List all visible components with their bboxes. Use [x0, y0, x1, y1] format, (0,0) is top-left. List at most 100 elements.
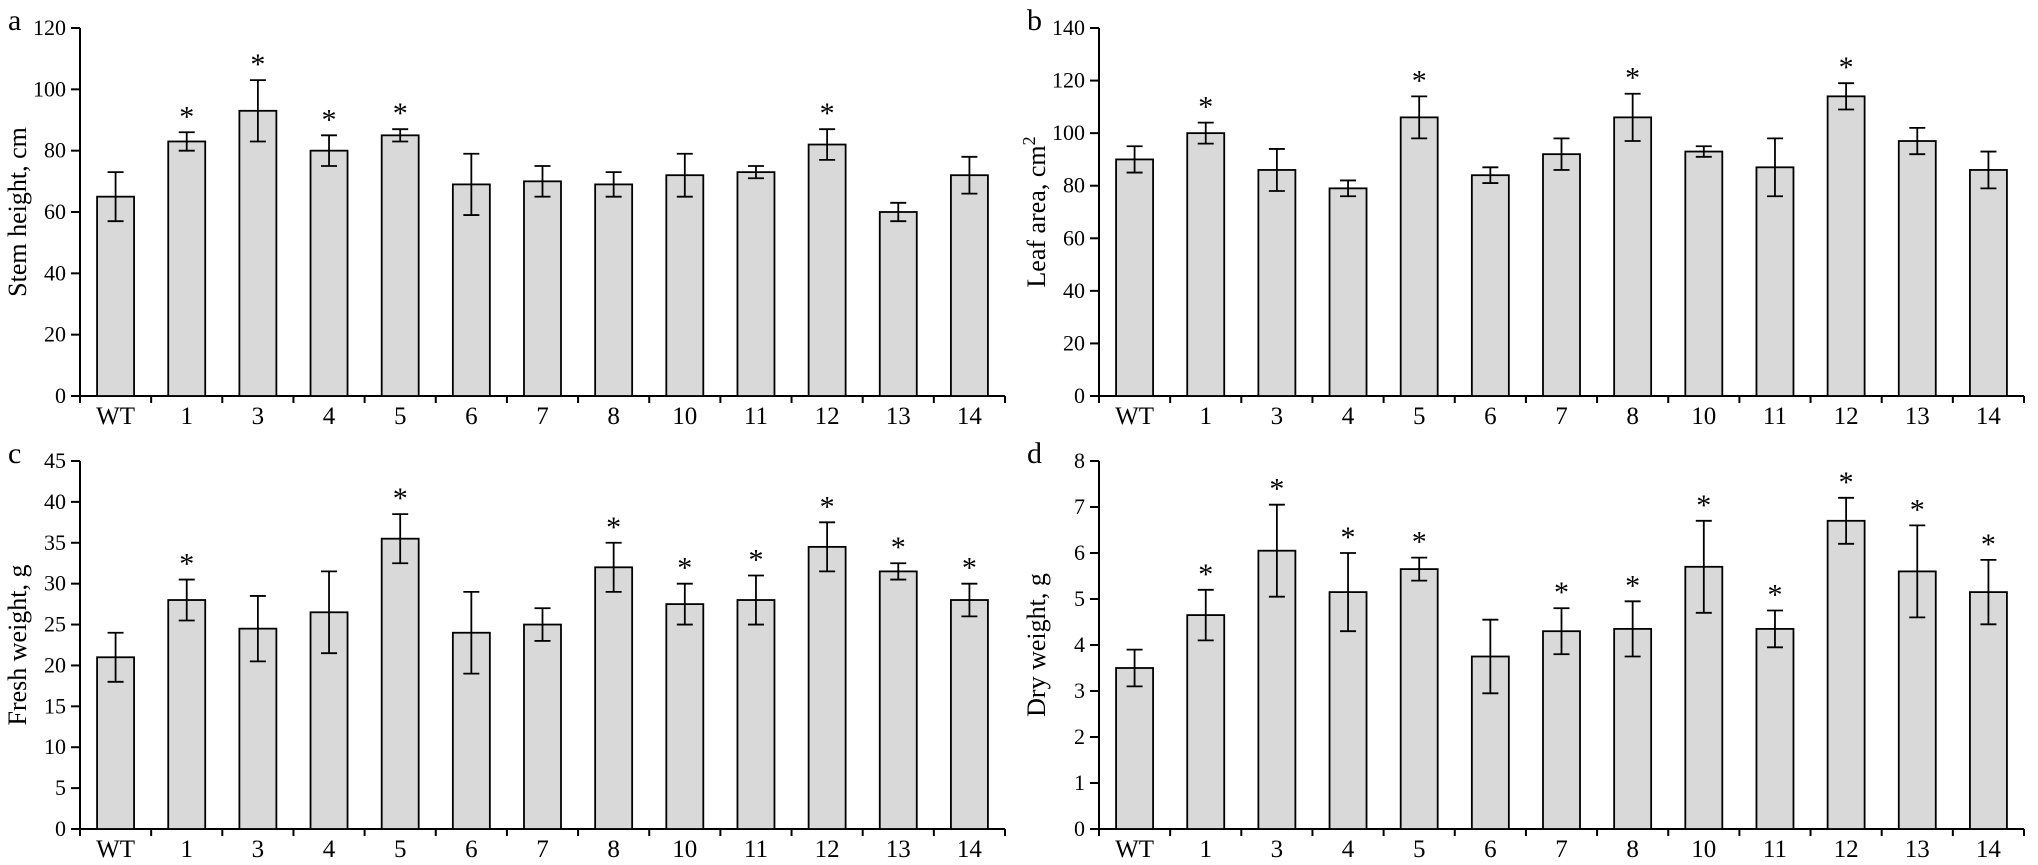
x-category-label: 1 [180, 836, 193, 863]
x-category-label: 14 [957, 403, 983, 430]
significance-star: * [1412, 64, 1427, 97]
x-category-label: 5 [394, 836, 407, 863]
panel-letter: d [1027, 437, 1042, 470]
bar [807, 143, 847, 397]
y-tick-label: 0 [55, 383, 66, 408]
stem-height-chart: 0 20 40 60 80 100 120 WT * 1 * 3 * 4 * 5 6 7 8 10 11 * 12 13 14 a… [3, 4, 1006, 430]
significance-star: * [677, 552, 692, 585]
bar [1755, 166, 1795, 397]
bar [1328, 187, 1368, 397]
x-category-label: 13 [886, 836, 911, 863]
panel-c: 0 5 10 15 20 25 30 35 40 45 WT * 1 3 4 * 5 6 7 * 8 * 10 * 11 * 12 *… [0, 433, 1019, 865]
y-tick-label: 40 [44, 260, 66, 285]
x-category-label: WT [96, 836, 135, 863]
x-category-label: 11 [1763, 836, 1787, 863]
bar [309, 149, 349, 397]
x-category-label: 13 [1905, 836, 1930, 863]
significance-star: * [1625, 62, 1640, 95]
y-axis-title: Dry weight, g [1022, 573, 1051, 717]
y-tick-label: 20 [44, 322, 66, 347]
x-category-label: 8 [607, 836, 620, 863]
x-category-label: 12 [815, 836, 840, 863]
significance-star: * [820, 490, 835, 523]
bar [736, 599, 776, 830]
significance-star: * [1269, 473, 1284, 506]
bar [1399, 116, 1439, 397]
panel-letter: c [8, 437, 21, 470]
y-tick-label: 5 [1074, 586, 1085, 611]
y-tick-label: 60 [44, 199, 66, 224]
significance-star: * [1696, 489, 1711, 522]
bar [451, 183, 491, 397]
y-tick-label: 7 [1074, 494, 1085, 519]
significance-star: * [1412, 526, 1427, 559]
y-tick-label: 40 [44, 489, 66, 514]
significance-star: * [393, 97, 408, 130]
significance-star: * [1341, 521, 1356, 554]
y-tick-label: 60 [1063, 225, 1085, 250]
x-category-label: 4 [323, 836, 336, 863]
x-category-label: 4 [323, 403, 336, 430]
bar [1399, 568, 1439, 830]
significance-star: * [1767, 579, 1782, 612]
panel-letter: b [1027, 4, 1042, 37]
y-tick-label: 120 [1052, 68, 1085, 93]
bar [1470, 174, 1510, 397]
significance-star: * [179, 548, 194, 581]
significance-star: * [179, 100, 194, 133]
x-category-label: 11 [744, 403, 768, 430]
y-axis-title: Leaf area, cm2 [1019, 136, 1051, 287]
bar [665, 174, 705, 397]
x-category-label: 1 [1199, 836, 1212, 863]
bar [1826, 519, 1866, 830]
bar [1684, 150, 1724, 397]
x-category-label: 14 [1976, 836, 2002, 863]
significance-star: * [1198, 91, 1213, 124]
bar [807, 545, 847, 830]
x-category-label: 14 [957, 836, 983, 863]
x-category-label: 1 [1199, 403, 1212, 430]
y-tick-label: 0 [1074, 816, 1085, 841]
y-axis-title: Fresh weight, g [3, 564, 32, 725]
x-category-label: 12 [1834, 403, 1859, 430]
significance-star: * [606, 511, 621, 544]
y-tick-label: 35 [44, 530, 66, 555]
x-category-label: 8 [1626, 836, 1639, 863]
bar [950, 174, 989, 397]
y-tick-label: 8 [1074, 448, 1085, 473]
bar [1115, 667, 1154, 830]
bar [167, 140, 207, 397]
significance-star: * [1625, 569, 1640, 602]
bar [1613, 116, 1653, 397]
bar [1969, 169, 2008, 397]
bar [1542, 630, 1581, 830]
y-tick-label: 40 [1063, 278, 1085, 303]
x-category-label: 13 [886, 403, 911, 430]
bar [1257, 169, 1297, 397]
panel-letter: a [8, 4, 21, 37]
y-tick-label: 30 [44, 571, 66, 596]
x-category-label: 10 [1691, 836, 1716, 863]
y-tick-label: 80 [44, 138, 66, 163]
significance-star: * [1839, 466, 1854, 499]
x-category-label: 12 [1834, 836, 1859, 863]
y-tick-label: 10 [44, 734, 66, 759]
bar [950, 599, 989, 830]
x-category-label: 4 [1342, 403, 1355, 430]
x-category-label: 8 [607, 403, 620, 430]
bar [878, 570, 918, 830]
x-category-label: 3 [252, 403, 265, 430]
x-category-label: WT [1115, 836, 1154, 863]
y-tick-label: 80 [1063, 173, 1085, 198]
significance-star: * [820, 97, 835, 130]
bar [523, 623, 562, 830]
x-category-label: 1 [180, 403, 193, 430]
bar [1115, 158, 1154, 397]
y-tick-label: 1 [1074, 770, 1085, 795]
x-category-label: 3 [1271, 403, 1284, 430]
bar [380, 537, 420, 830]
x-category-label: 12 [815, 403, 840, 430]
